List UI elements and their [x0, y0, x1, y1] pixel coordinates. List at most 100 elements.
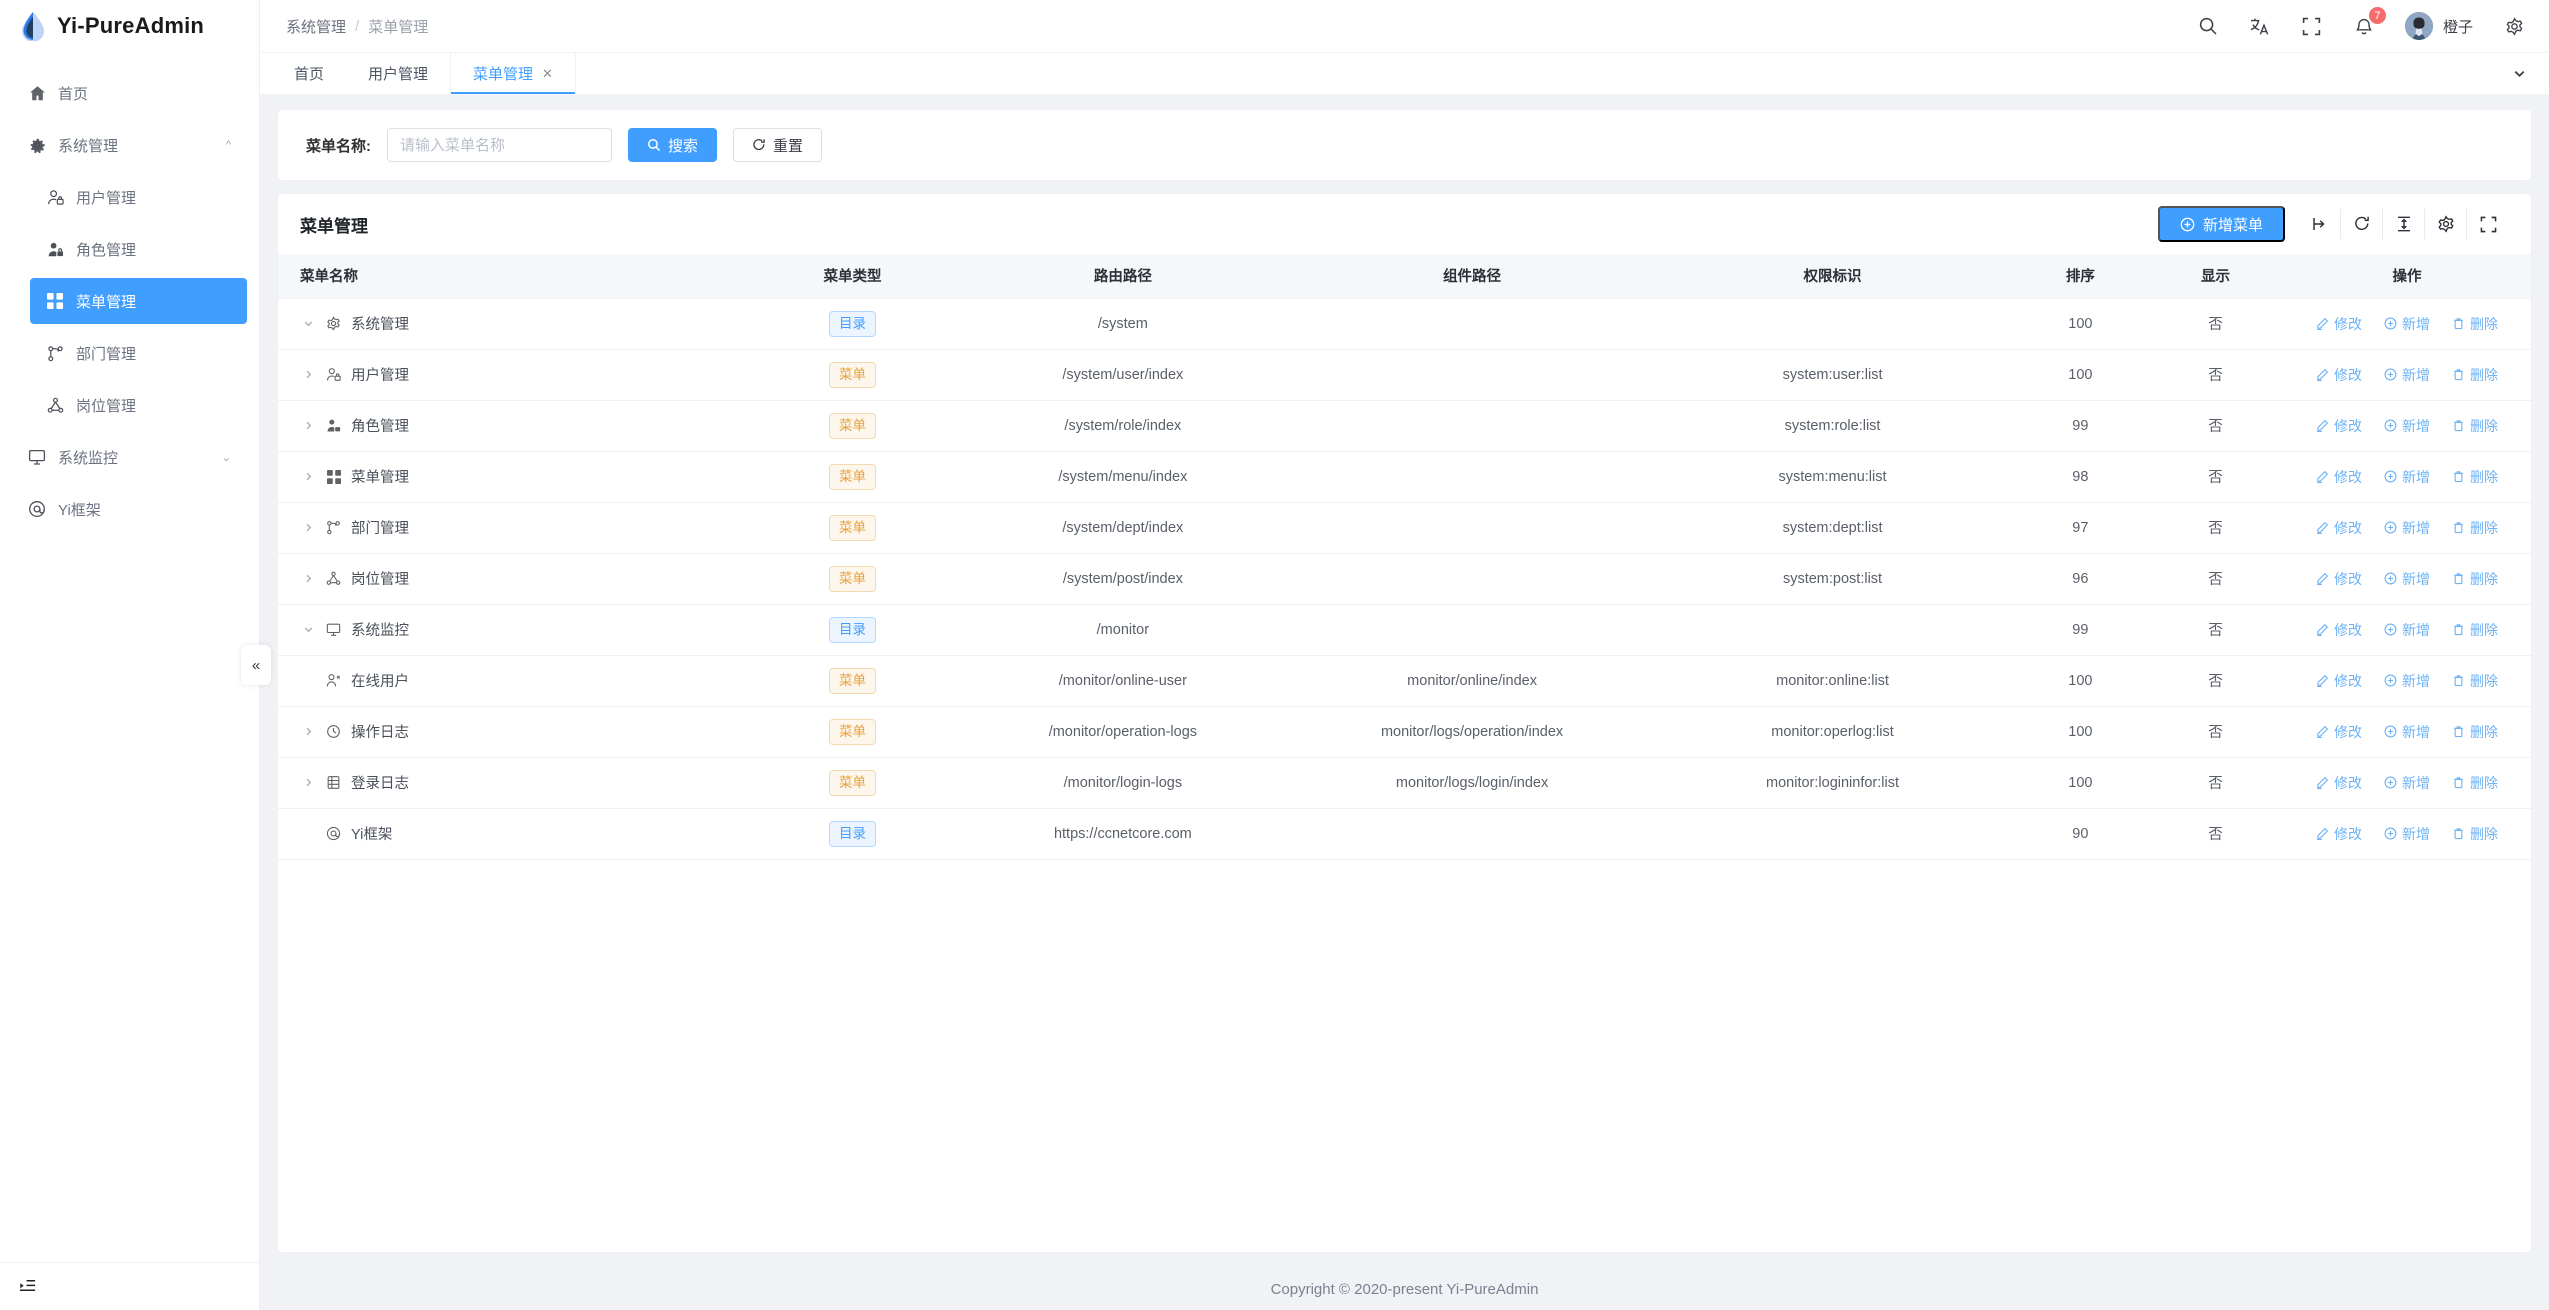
add-child-button[interactable]: 新增 — [2384, 824, 2430, 844]
add-label: 新增 — [2402, 570, 2431, 587]
search-icon[interactable] — [2197, 15, 2219, 37]
sidebar-item-dept[interactable]: 部门管理 — [30, 330, 247, 376]
edit-button[interactable]: 修改 — [2316, 314, 2362, 334]
reset-button[interactable]: 重置 — [733, 128, 823, 162]
translate-icon[interactable] — [2249, 15, 2271, 37]
row-expander-chevron-right-icon[interactable] — [300, 522, 316, 533]
tab-overflow-menu[interactable] — [2490, 53, 2549, 94]
row-expander-chevron-right-icon[interactable] — [300, 471, 316, 482]
row-expander-chevron-right-icon[interactable] — [300, 726, 316, 737]
delete-button[interactable]: 删除 — [2452, 773, 2498, 793]
row-expander-chevron-right-icon[interactable] — [300, 573, 316, 584]
sidebar-item-system[interactable]: 系统管理 ^ — [12, 122, 247, 168]
tab-home[interactable]: 首页 — [272, 53, 346, 94]
edit-button[interactable]: 修改 — [2316, 518, 2362, 538]
at-icon — [28, 500, 46, 518]
table-row[interactable]: 操作日志 菜单/monitor/operation-logs monitor/log… — [278, 706, 2531, 758]
delete-button[interactable]: 删除 — [2452, 722, 2498, 742]
delete-button[interactable]: 删除 — [2452, 671, 2498, 691]
cell-actions: 修改 新增 删除 — [2283, 502, 2531, 554]
table-row[interactable]: 用户管理 菜单/system/user/index system:user:list… — [278, 349, 2531, 401]
sidebar-item-framework[interactable]: Yi框架 — [12, 486, 247, 532]
row-expander-chevron-right-icon[interactable] — [300, 369, 316, 380]
expand-rows-icon[interactable] — [2299, 209, 2341, 239]
bell-icon[interactable]: 7 — [2353, 6, 2387, 37]
topbar-actions: 7 橙子 — [2197, 6, 2525, 40]
menu-name-label: 菜单名称: — [306, 137, 371, 155]
row-expander-chevron-down-icon[interactable] — [300, 318, 316, 329]
row-expander-chevron-down-icon[interactable] — [300, 624, 316, 635]
sidebar-item-role[interactable]: 角色管理 — [30, 226, 247, 272]
table-row[interactable]: 登录日志 菜单/monitor/login-logs monitor/logs/lo… — [278, 757, 2531, 809]
menu-name-input[interactable] — [387, 128, 612, 162]
type-tag: 目录 — [829, 616, 876, 643]
add-child-button[interactable]: 新增 — [2384, 671, 2430, 691]
delete-label: 删除 — [2470, 774, 2499, 791]
add-child-button[interactable]: 新增 — [2384, 773, 2430, 793]
sidebar-item-label: 岗位管理 — [76, 397, 137, 415]
table-row[interactable]: Yi框架 目录 https://ccnetcore.com 90 否 修改 新增 删除 — [278, 808, 2531, 860]
add-child-button[interactable]: 新增 — [2384, 518, 2430, 538]
menu-table-card: 菜单管理 新增菜单 — [278, 194, 2531, 1252]
add-child-button[interactable]: 新增 — [2384, 416, 2430, 436]
sidebar-item-post[interactable]: 岗位管理 — [30, 382, 247, 428]
edit-button[interactable]: 修改 — [2316, 671, 2362, 691]
tab-user-management[interactable]: 用户管理 — [346, 53, 450, 94]
delete-button[interactable]: 删除 — [2452, 569, 2498, 589]
edit-button[interactable]: 修改 — [2316, 467, 2362, 487]
content-area: 菜单名称: 搜索 重置 菜单管理 — [260, 94, 2549, 1268]
column-settings-icon[interactable] — [2425, 209, 2467, 239]
row-expander-chevron-right-icon[interactable] — [300, 777, 316, 788]
refresh-icon[interactable] — [2341, 209, 2383, 239]
menu-fold-icon[interactable] — [18, 1277, 37, 1296]
settings-gear-icon[interactable] — [2503, 15, 2525, 37]
tab-menu-management[interactable]: 菜单管理 ✕ — [450, 53, 576, 94]
edit-button[interactable]: 修改 — [2316, 722, 2362, 742]
delete-button[interactable]: 删除 — [2452, 416, 2498, 436]
edit-button[interactable]: 修改 — [2316, 365, 2362, 385]
delete-button[interactable]: 删除 — [2452, 620, 2498, 640]
edit-button[interactable]: 修改 — [2316, 569, 2362, 589]
add-child-button[interactable]: 新增 — [2384, 620, 2430, 640]
column-header-name: 菜单名称 — [278, 254, 752, 298]
add-child-button[interactable]: 新增 — [2384, 569, 2430, 589]
delete-button[interactable]: 删除 — [2452, 314, 2498, 334]
add-menu-button[interactable]: 新增菜单 — [2157, 206, 2285, 242]
edit-button[interactable]: 修改 — [2316, 824, 2362, 844]
edit-button[interactable]: 修改 — [2316, 416, 2362, 436]
row-expander-chevron-right-icon[interactable] — [300, 420, 316, 431]
close-icon[interactable]: ✕ — [542, 65, 553, 81]
sidebar-item-user[interactable]: 用户管理 — [30, 174, 247, 220]
breadcrumb-parent[interactable]: 系统管理 — [286, 18, 347, 36]
edit-button[interactable]: 修改 — [2316, 620, 2362, 640]
table-row[interactable]: 菜单管理 菜单/system/menu/index system:menu:list… — [278, 451, 2531, 503]
delete-button[interactable]: 删除 — [2452, 824, 2498, 844]
table-row[interactable]: 在线用户 菜单/monitor/online-user monitor/online… — [278, 655, 2531, 707]
sidebar-item-label: 系统监控 — [58, 449, 119, 467]
table-row[interactable]: 岗位管理 菜单/system/post/index system:post:list… — [278, 553, 2531, 605]
add-child-button[interactable]: 新增 — [2384, 467, 2430, 487]
table-row[interactable]: 系统管理 目录/system 100 否 修改 新增 删除 — [278, 297, 2531, 350]
brand-logo[interactable]: Yi-PureAdmin — [0, 0, 259, 52]
fullscreen-icon[interactable] — [2301, 15, 2323, 37]
add-child-button[interactable]: 新增 — [2384, 314, 2430, 334]
density-icon[interactable] — [2383, 209, 2425, 239]
sidebar-item-monitor[interactable]: 系统监控 ⌄ — [12, 434, 247, 480]
table-row[interactable]: 部门管理 菜单/system/dept/index system:dept:list… — [278, 502, 2531, 554]
cell-route-path: /system/menu/index — [953, 451, 1292, 503]
delete-button[interactable]: 删除 — [2452, 467, 2498, 487]
add-label: 新增 — [2402, 468, 2431, 485]
edit-button[interactable]: 修改 — [2316, 773, 2362, 793]
add-child-button[interactable]: 新增 — [2384, 365, 2430, 385]
table-row[interactable]: 系统监控 目录/monitor 99 否 修改 新增 删除 — [278, 604, 2531, 656]
sidebar-item-home[interactable]: 首页 — [12, 70, 247, 116]
sidebar-collapse-toggle[interactable]: « — [241, 645, 271, 685]
user-menu[interactable]: 橙子 — [2404, 12, 2473, 40]
search-button[interactable]: 搜索 — [628, 128, 718, 162]
delete-button[interactable]: 删除 — [2452, 365, 2498, 385]
table-row[interactable]: 角色管理 菜单/system/role/index system:role:list… — [278, 400, 2531, 452]
sidebar-item-menu[interactable]: 菜单管理 — [30, 278, 247, 324]
add-child-button[interactable]: 新增 — [2384, 722, 2430, 742]
delete-button[interactable]: 删除 — [2452, 518, 2498, 538]
fullscreen-icon[interactable] — [2467, 209, 2509, 239]
